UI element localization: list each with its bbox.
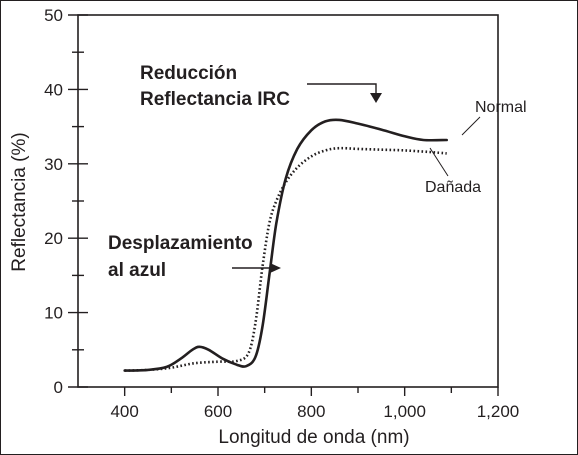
y-tick-label-3: 30 [44, 155, 63, 174]
x-tick-label-4: 1,200 [477, 402, 520, 421]
annotation-blue-line1: Desplazamiento [108, 233, 253, 254]
series-label-danada: Dañada [425, 179, 481, 196]
normal-leader-line [461, 116, 481, 136]
annotation-blue-line2: al azul [108, 260, 166, 281]
nir-arrow-icon [307, 83, 377, 96]
y-tick-label-2: 20 [44, 229, 63, 248]
nir-arrowhead-icon [370, 93, 382, 103]
series-label-normal: Normal [475, 99, 527, 116]
x-tick-label-0: 400 [110, 402, 138, 421]
plot-area [77, 14, 499, 388]
y-axis-title: Reflectancia (%) [9, 132, 30, 271]
y-tick-label-1: 10 [44, 304, 63, 323]
y-tick-label-4: 40 [44, 80, 63, 99]
annotation-nir-line2: Reflectancia IRC [140, 89, 290, 110]
annotation-nir-line1: Reducción [140, 63, 237, 84]
y-axis-ticks: 0 10 20 30 40 50 [44, 6, 88, 397]
blue-shift-arrowhead-icon [270, 263, 281, 273]
x-tick-label-2: 800 [297, 402, 325, 421]
danada-leader-line [429, 147, 449, 177]
series-line-danada [124, 146, 447, 372]
y-tick-label-5: 50 [44, 6, 63, 25]
series-line-normal [123, 118, 448, 372]
x-axis-title: Longitud de onda (nm) [218, 427, 409, 448]
y-tick-label-0: 0 [54, 378, 63, 397]
x-tick-label-1: 600 [204, 402, 232, 421]
x-tick-label-3: 1,000 [383, 402, 426, 421]
x-axis-ticks: 400 600 800 1,000 1,200 [110, 387, 519, 421]
